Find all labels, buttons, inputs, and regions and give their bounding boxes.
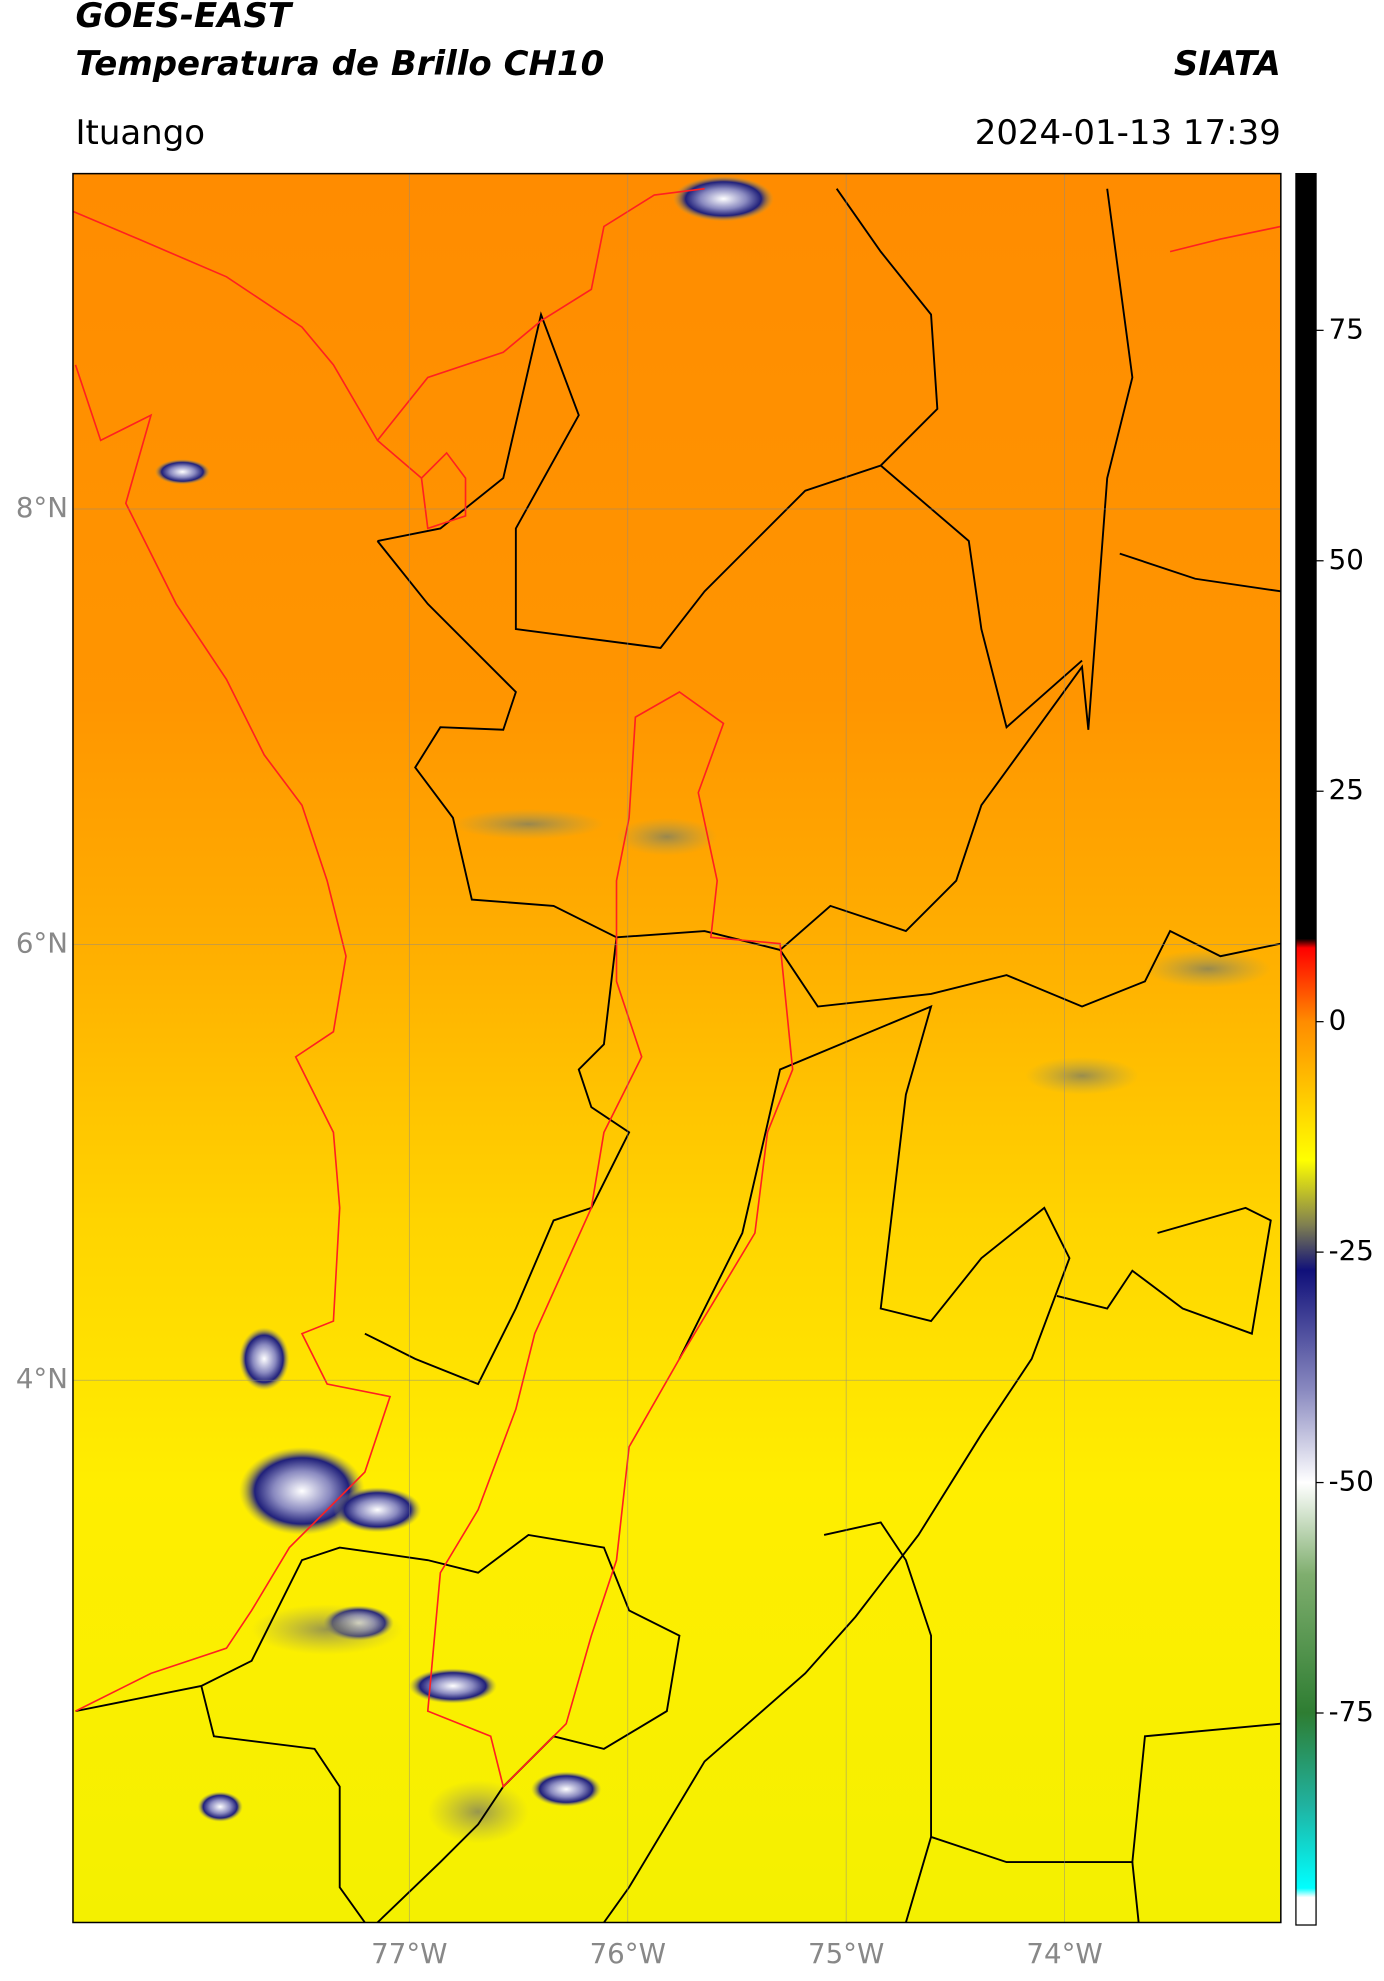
colorbar-tick-label: 75 (1329, 312, 1364, 345)
timestamp: 2024-01-13 17:39 (975, 113, 1281, 153)
colorbar-tick-label: -25 (1329, 1234, 1374, 1267)
map-frame (72, 172, 1282, 1924)
colorbar-tick-label: 0 (1329, 1004, 1347, 1037)
lon-label: 76°W (590, 1937, 666, 1970)
colorbar: 75 50 25 0 -25 -50 -75 (1295, 172, 1374, 1926)
graticule (72, 173, 1281, 1923)
lat-label: 4°N (16, 1362, 68, 1395)
title-line1: GOES-EAST (75, 0, 293, 36)
map-background (72, 173, 1281, 1923)
lon-label: 74°W (1026, 1937, 1102, 1970)
lat-label: 6°N (16, 927, 68, 960)
colorbar-tick-label: -75 (1329, 1695, 1374, 1728)
location: Ituango (75, 113, 205, 153)
title-line2: Temperatura de Brillo CH10 (75, 44, 604, 84)
lon-label: 75°W (808, 1937, 884, 1970)
lat-label: 8°N (16, 491, 68, 524)
clouds (154, 176, 1271, 1844)
agency: SIATA (1174, 44, 1281, 84)
colorbar-scale (1295, 172, 1317, 1926)
map-area (72, 173, 1281, 1923)
colorbar-tick-label: 25 (1329, 773, 1364, 806)
coastline (72, 187, 1281, 1789)
axis-labels: 8°N 6°N 4°N 77°W 76°W 75°W 74°W (16, 491, 1103, 1970)
colorbar-tick-label: -50 (1329, 1465, 1374, 1498)
colorbar-tick-label: 50 (1329, 543, 1364, 576)
lon-label: 77°W (371, 1937, 447, 1970)
